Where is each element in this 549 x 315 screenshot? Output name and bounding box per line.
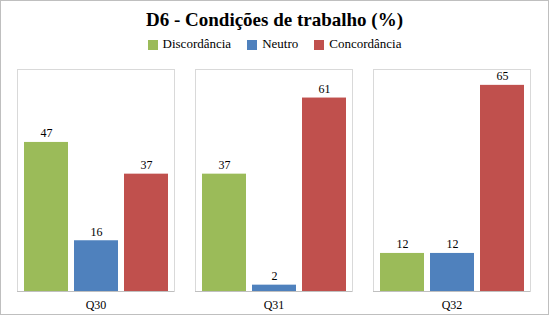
html-text:Discordância: Discordância [162, 36, 232, 51]
svg-text:47: 47 [41, 126, 53, 140]
svg-text:12: 12 [397, 237, 409, 251]
svg-text:65: 65 [497, 69, 509, 83]
svg-text:61: 61 [319, 82, 331, 96]
html-text:D6 - Condições de trabalho (%): D6 - Condições de trabalho (%) [146, 9, 403, 30]
svg-text:2: 2 [272, 269, 278, 283]
svg-text:16: 16 [91, 225, 103, 239]
svg-text:Q30: Q30 [86, 298, 107, 312]
html-text:Concordância: Concordância [329, 36, 402, 51]
svg-text:37: 37 [219, 158, 231, 172]
html-text:Neutro: Neutro [262, 36, 299, 51]
svg-text:37: 37 [141, 158, 153, 172]
svg-text:Q31: Q31 [264, 298, 285, 312]
svg-text:12: 12 [447, 237, 459, 251]
svg-text:Q32: Q32 [442, 298, 463, 312]
